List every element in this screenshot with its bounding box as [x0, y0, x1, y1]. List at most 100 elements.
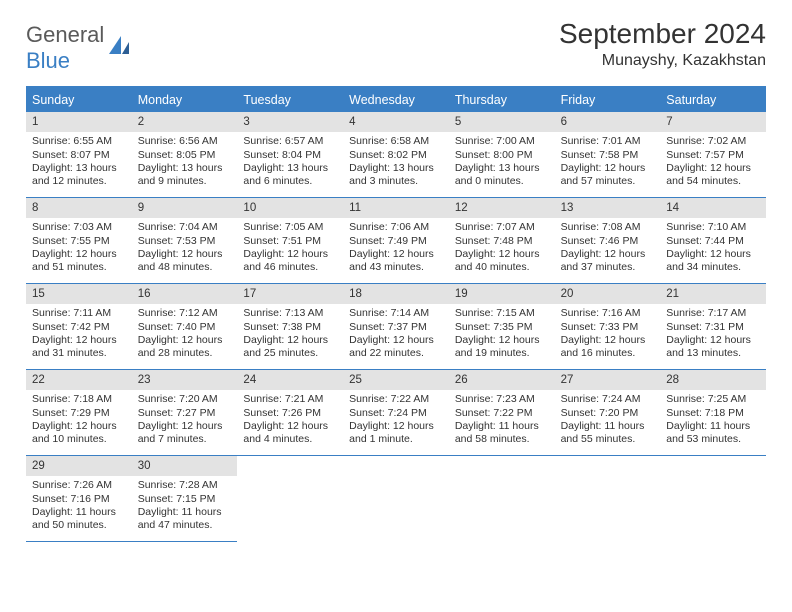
logo-text: General Blue	[26, 22, 104, 74]
day-number: 2	[132, 112, 238, 132]
sunset-line: Sunset: 7:42 PM	[32, 321, 126, 334]
sunset-line: Sunset: 7:48 PM	[455, 235, 549, 248]
day-number: 15	[26, 284, 132, 304]
day-number: 22	[26, 370, 132, 390]
cell-body: Sunrise: 7:23 AMSunset: 7:22 PMDaylight:…	[449, 390, 555, 451]
sunrise-line: Sunrise: 7:05 AM	[243, 221, 337, 234]
logo: General Blue	[26, 22, 133, 74]
day-header: Sunday	[26, 88, 132, 112]
day-number: 24	[237, 370, 343, 390]
calendar-cell: 9Sunrise: 7:04 AMSunset: 7:53 PMDaylight…	[132, 198, 238, 284]
day-number: 9	[132, 198, 238, 218]
calendar-cell: 25Sunrise: 7:22 AMSunset: 7:24 PMDayligh…	[343, 370, 449, 456]
sunset-line: Sunset: 7:29 PM	[32, 407, 126, 420]
calendar-cell: 20Sunrise: 7:16 AMSunset: 7:33 PMDayligh…	[555, 284, 661, 370]
daylight-line: Daylight: 12 hours and 4 minutes.	[243, 420, 337, 446]
sunrise-line: Sunrise: 7:23 AM	[455, 393, 549, 406]
sunrise-line: Sunrise: 7:18 AM	[32, 393, 126, 406]
calendar-cell: 21Sunrise: 7:17 AMSunset: 7:31 PMDayligh…	[660, 284, 766, 370]
sunset-line: Sunset: 7:26 PM	[243, 407, 337, 420]
daylight-line: Daylight: 12 hours and 13 minutes.	[666, 334, 760, 360]
cell-body: Sunrise: 7:21 AMSunset: 7:26 PMDaylight:…	[237, 390, 343, 451]
sunset-line: Sunset: 7:15 PM	[138, 493, 232, 506]
sunrise-line: Sunrise: 6:57 AM	[243, 135, 337, 148]
sunrise-line: Sunrise: 7:01 AM	[561, 135, 655, 148]
sunrise-line: Sunrise: 7:28 AM	[138, 479, 232, 492]
daylight-line: Daylight: 13 hours and 0 minutes.	[455, 162, 549, 188]
cell-body: Sunrise: 7:01 AMSunset: 7:58 PMDaylight:…	[555, 132, 661, 193]
sunset-line: Sunset: 7:55 PM	[32, 235, 126, 248]
daylight-line: Daylight: 12 hours and 48 minutes.	[138, 248, 232, 274]
cell-body: Sunrise: 6:58 AMSunset: 8:02 PMDaylight:…	[343, 132, 449, 193]
day-number: 26	[449, 370, 555, 390]
cell-body: Sunrise: 7:22 AMSunset: 7:24 PMDaylight:…	[343, 390, 449, 451]
sunrise-line: Sunrise: 7:16 AM	[561, 307, 655, 320]
sunset-line: Sunset: 7:57 PM	[666, 149, 760, 162]
daylight-line: Daylight: 11 hours and 50 minutes.	[32, 506, 126, 532]
cell-body: Sunrise: 7:10 AMSunset: 7:44 PMDaylight:…	[660, 218, 766, 279]
sunrise-line: Sunrise: 7:25 AM	[666, 393, 760, 406]
daylight-line: Daylight: 11 hours and 55 minutes.	[561, 420, 655, 446]
day-number: 25	[343, 370, 449, 390]
sunset-line: Sunset: 7:38 PM	[243, 321, 337, 334]
daylight-line: Daylight: 12 hours and 46 minutes.	[243, 248, 337, 274]
calendar-cell	[555, 456, 661, 542]
calendar-cell: 29Sunrise: 7:26 AMSunset: 7:16 PMDayligh…	[26, 456, 132, 542]
sail-icon	[107, 34, 133, 61]
day-number: 13	[555, 198, 661, 218]
day-number: 7	[660, 112, 766, 132]
daylight-line: Daylight: 11 hours and 53 minutes.	[666, 420, 760, 446]
day-header: Saturday	[660, 88, 766, 112]
cell-body: Sunrise: 7:16 AMSunset: 7:33 PMDaylight:…	[555, 304, 661, 365]
daylight-line: Daylight: 12 hours and 28 minutes.	[138, 334, 232, 360]
cell-body: Sunrise: 7:25 AMSunset: 7:18 PMDaylight:…	[660, 390, 766, 451]
sunrise-line: Sunrise: 7:06 AM	[349, 221, 443, 234]
day-number: 19	[449, 284, 555, 304]
sunrise-line: Sunrise: 7:10 AM	[666, 221, 760, 234]
sunset-line: Sunset: 7:27 PM	[138, 407, 232, 420]
sunset-line: Sunset: 8:00 PM	[455, 149, 549, 162]
day-number: 14	[660, 198, 766, 218]
sunset-line: Sunset: 7:37 PM	[349, 321, 443, 334]
calendar-cell: 15Sunrise: 7:11 AMSunset: 7:42 PMDayligh…	[26, 284, 132, 370]
cell-body: Sunrise: 7:07 AMSunset: 7:48 PMDaylight:…	[449, 218, 555, 279]
calendar-cell: 18Sunrise: 7:14 AMSunset: 7:37 PMDayligh…	[343, 284, 449, 370]
daylight-line: Daylight: 13 hours and 9 minutes.	[138, 162, 232, 188]
daylight-line: Daylight: 12 hours and 54 minutes.	[666, 162, 760, 188]
sunrise-line: Sunrise: 7:02 AM	[666, 135, 760, 148]
logo-part1: General	[26, 22, 104, 47]
daylight-line: Daylight: 12 hours and 10 minutes.	[32, 420, 126, 446]
cell-body: Sunrise: 7:17 AMSunset: 7:31 PMDaylight:…	[660, 304, 766, 365]
daylight-line: Daylight: 12 hours and 43 minutes.	[349, 248, 443, 274]
cell-body: Sunrise: 6:55 AMSunset: 8:07 PMDaylight:…	[26, 132, 132, 193]
cell-body: Sunrise: 7:00 AMSunset: 8:00 PMDaylight:…	[449, 132, 555, 193]
day-number: 5	[449, 112, 555, 132]
day-number: 18	[343, 284, 449, 304]
sunset-line: Sunset: 8:07 PM	[32, 149, 126, 162]
day-number: 17	[237, 284, 343, 304]
day-number: 30	[132, 456, 238, 476]
sunrise-line: Sunrise: 7:11 AM	[32, 307, 126, 320]
calendar-cell: 5Sunrise: 7:00 AMSunset: 8:00 PMDaylight…	[449, 112, 555, 198]
calendar-cell	[660, 456, 766, 542]
cell-body: Sunrise: 7:08 AMSunset: 7:46 PMDaylight:…	[555, 218, 661, 279]
cell-body: Sunrise: 7:02 AMSunset: 7:57 PMDaylight:…	[660, 132, 766, 193]
sunset-line: Sunset: 7:51 PM	[243, 235, 337, 248]
day-header: Monday	[132, 88, 238, 112]
daylight-line: Daylight: 11 hours and 47 minutes.	[138, 506, 232, 532]
daylight-line: Daylight: 12 hours and 22 minutes.	[349, 334, 443, 360]
month-title: September 2024	[559, 18, 766, 50]
sunset-line: Sunset: 7:22 PM	[455, 407, 549, 420]
sunrise-line: Sunrise: 7:22 AM	[349, 393, 443, 406]
calendar-cell: 14Sunrise: 7:10 AMSunset: 7:44 PMDayligh…	[660, 198, 766, 284]
cell-body: Sunrise: 7:13 AMSunset: 7:38 PMDaylight:…	[237, 304, 343, 365]
daylight-line: Daylight: 13 hours and 6 minutes.	[243, 162, 337, 188]
cell-body: Sunrise: 7:06 AMSunset: 7:49 PMDaylight:…	[343, 218, 449, 279]
day-header: Thursday	[449, 88, 555, 112]
title-block: September 2024 Munayshy, Kazakhstan	[559, 18, 766, 70]
calendar-grid: SundayMondayTuesdayWednesdayThursdayFrid…	[26, 86, 766, 542]
sunset-line: Sunset: 7:53 PM	[138, 235, 232, 248]
sunrise-line: Sunrise: 7:21 AM	[243, 393, 337, 406]
sunset-line: Sunset: 7:58 PM	[561, 149, 655, 162]
day-number: 1	[26, 112, 132, 132]
